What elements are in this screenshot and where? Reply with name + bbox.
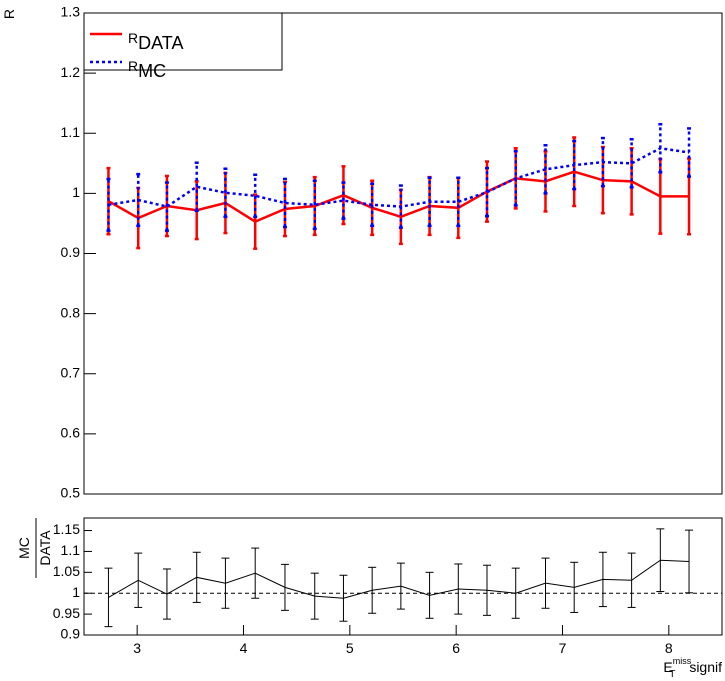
x-tick-label: 5 xyxy=(346,640,354,656)
y-tick-label: 1.2 xyxy=(61,64,81,80)
legend-box xyxy=(83,12,283,71)
y-tick-label: 1.3 xyxy=(61,4,81,20)
y-tick-label: 0.5 xyxy=(61,485,81,501)
y-tick-label: 1 xyxy=(72,584,80,600)
y-label-numerator: MC xyxy=(16,537,32,559)
y-tick-label: 0.95 xyxy=(53,605,80,621)
x-label-suffix: signif xyxy=(689,659,722,675)
x-tick-label: 6 xyxy=(452,640,460,656)
legend-name: R xyxy=(128,30,138,46)
x-tick-label: 3 xyxy=(133,640,141,656)
y-tick-label: 1.05 xyxy=(53,563,80,579)
x-label-sup: miss xyxy=(673,656,692,666)
y-axis-label: MC xyxy=(16,537,32,559)
y-axis-label: DATA xyxy=(37,530,53,566)
y-axis-label: R xyxy=(1,9,17,19)
y-tick-label: 0.7 xyxy=(61,364,81,380)
y-tick-label: 0.9 xyxy=(61,626,81,642)
y-tick-label: 0.6 xyxy=(61,425,81,441)
x-label-sub: T xyxy=(669,669,675,680)
x-tick-label: 7 xyxy=(559,640,567,656)
legend-name: R xyxy=(128,58,138,74)
series-line xyxy=(108,146,690,208)
y-tick-label: 1.1 xyxy=(61,542,81,558)
x-tick-label: 8 xyxy=(665,640,673,656)
y-tick-label: 1.15 xyxy=(53,521,80,537)
legend-subscript: DATA xyxy=(138,33,183,53)
legend-label: RDATA xyxy=(128,30,183,53)
y-tick-label: 0.9 xyxy=(61,244,81,260)
legend-subscript: MC xyxy=(138,61,166,81)
y-tick-label: 1.1 xyxy=(61,124,81,140)
plot-frame xyxy=(83,517,723,636)
y-tick-label: 1 xyxy=(72,184,80,200)
legend-label: RMC xyxy=(128,58,166,81)
y-tick-label: 0.8 xyxy=(61,304,81,320)
x-tick-label: 4 xyxy=(240,640,248,656)
y-label-denominator: DATA xyxy=(37,530,53,566)
series-line xyxy=(107,170,690,224)
plot-frame xyxy=(83,12,723,495)
x-label-main: E xyxy=(663,659,672,675)
series-line xyxy=(108,559,690,599)
